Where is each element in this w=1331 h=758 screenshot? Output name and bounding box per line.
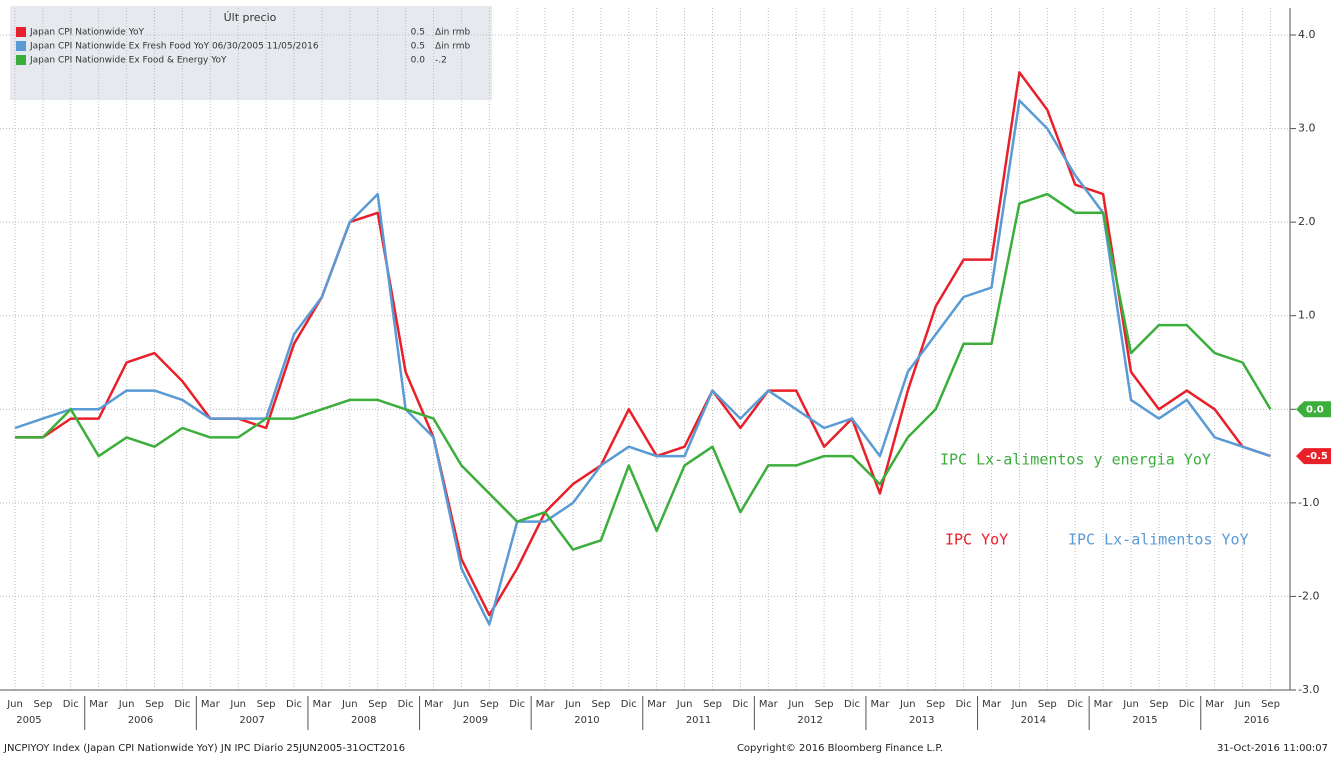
year-label: 2006 xyxy=(128,715,153,726)
y-tick-label: 4.0 xyxy=(1298,28,1316,41)
x-tick-label: Mar xyxy=(1205,699,1225,710)
x-tick-label: Sep xyxy=(368,699,387,710)
legend-change: -.2 xyxy=(435,56,447,66)
x-tick-label: Dic xyxy=(1179,699,1195,710)
legend-swatch xyxy=(16,55,26,65)
y-tick-label: -2.0 xyxy=(1298,589,1319,602)
x-tick-label: Mar xyxy=(201,699,221,710)
footer: JNCPIYOY Index (Japan CPI Nationwide YoY… xyxy=(3,743,405,754)
x-tick-label: Jun xyxy=(1234,699,1251,710)
x-tick-label: Sep xyxy=(1038,699,1057,710)
x-tick-label: Jun xyxy=(1122,699,1139,710)
legend-label: Japan CPI Nationwide Ex Fresh Food YoY 0… xyxy=(29,42,319,52)
x-tick-label: Sep xyxy=(703,699,722,710)
y-tick-label: -1.0 xyxy=(1298,496,1319,509)
x-tick-label: Jun xyxy=(787,699,804,710)
legend-last: 0.5 xyxy=(411,28,425,38)
legend-change: Δin rmb xyxy=(435,28,471,38)
end-label: 0.0 xyxy=(1306,404,1324,415)
year-label: 2016 xyxy=(1244,715,1269,726)
end-label: -0.5 xyxy=(1306,451,1328,462)
x-tick-label: Sep xyxy=(257,699,276,710)
footer: 31-Oct-2016 11:00:07 xyxy=(1217,743,1328,754)
footer: Copyright© 2016 Bloomberg Finance L.P. xyxy=(737,743,943,754)
x-tick-label: Jun xyxy=(1011,699,1028,710)
year-label: 2010 xyxy=(574,715,599,726)
annotation: IPC Lx-alimentos y energia YoY xyxy=(940,451,1211,469)
x-tick-label: Jun xyxy=(564,699,581,710)
year-label: 2015 xyxy=(1132,715,1157,726)
series-line xyxy=(15,192,1272,551)
end-tag xyxy=(1296,401,1331,418)
x-tick-label: Sep xyxy=(1149,699,1168,710)
x-tick-label: Sep xyxy=(33,699,52,710)
x-tick-label: Mar xyxy=(759,699,779,710)
year-label: 2005 xyxy=(16,715,41,726)
x-tick-label: Mar xyxy=(312,699,332,710)
x-tick-label: Sep xyxy=(591,699,610,710)
year-label: 2007 xyxy=(239,715,264,726)
y-tick-label: -3.0 xyxy=(1298,683,1319,696)
x-tick-label: Jun xyxy=(229,699,246,710)
legend-swatch xyxy=(16,41,26,51)
series-line xyxy=(14,99,1271,626)
x-tick-label: Mar xyxy=(89,699,109,710)
x-tick-label: Sep xyxy=(926,699,945,710)
x-tick-label: Dic xyxy=(63,699,79,710)
x-tick-label: Jun xyxy=(6,699,23,710)
x-tick-label: Dic xyxy=(844,699,860,710)
x-tick-label: Dic xyxy=(286,699,302,710)
x-tick-label: Dic xyxy=(956,699,972,710)
x-tick-label: Dic xyxy=(1067,699,1083,710)
x-tick-label: Sep xyxy=(815,699,834,710)
year-label: 2012 xyxy=(797,715,822,726)
y-tick-label: 3.0 xyxy=(1298,122,1316,135)
x-tick-label: Jun xyxy=(676,699,693,710)
legend-box xyxy=(10,6,492,100)
x-tick-label: Jun xyxy=(453,699,470,710)
x-tick-label: Mar xyxy=(647,699,667,710)
annotation: IPC YoY xyxy=(945,531,1008,549)
year-label: 2009 xyxy=(463,715,488,726)
y-tick-label: 1.0 xyxy=(1298,309,1316,322)
x-tick-label: Sep xyxy=(1261,699,1280,710)
x-tick-label: Mar xyxy=(870,699,890,710)
x-tick-label: Sep xyxy=(145,699,164,710)
x-tick-label: Jun xyxy=(118,699,135,710)
x-tick-label: Dic xyxy=(398,699,414,710)
x-tick-label: Jun xyxy=(341,699,358,710)
x-tick-label: Mar xyxy=(1094,699,1114,710)
year-label: 2014 xyxy=(1021,715,1046,726)
x-tick-label: Dic xyxy=(509,699,525,710)
legend-header: Últ precio xyxy=(224,11,277,24)
x-tick-label: Dic xyxy=(621,699,637,710)
legend-change: Δin rmb xyxy=(435,42,471,52)
legend-swatch xyxy=(16,27,26,37)
end-tag xyxy=(1296,448,1331,465)
year-label: 2008 xyxy=(351,715,376,726)
y-tick-label: 2.0 xyxy=(1298,215,1316,228)
legend-last: 0.0 xyxy=(411,56,426,66)
legend-label: Japan CPI Nationwide YoY xyxy=(29,28,144,38)
year-label: 2011 xyxy=(686,715,711,726)
annotation: IPC Lx-alimentos YoY xyxy=(1068,531,1249,549)
x-tick-label: Mar xyxy=(982,699,1002,710)
legend-last: 0.5 xyxy=(411,42,425,52)
legend-label: Japan CPI Nationwide Ex Food & Energy Yo… xyxy=(29,56,227,66)
year-label: 2013 xyxy=(909,715,934,726)
x-tick-label: Jun xyxy=(899,699,916,710)
x-tick-label: Dic xyxy=(732,699,748,710)
x-tick-label: Mar xyxy=(424,699,444,710)
x-tick-label: Sep xyxy=(480,699,499,710)
x-tick-label: Dic xyxy=(174,699,190,710)
x-tick-label: Mar xyxy=(536,699,556,710)
